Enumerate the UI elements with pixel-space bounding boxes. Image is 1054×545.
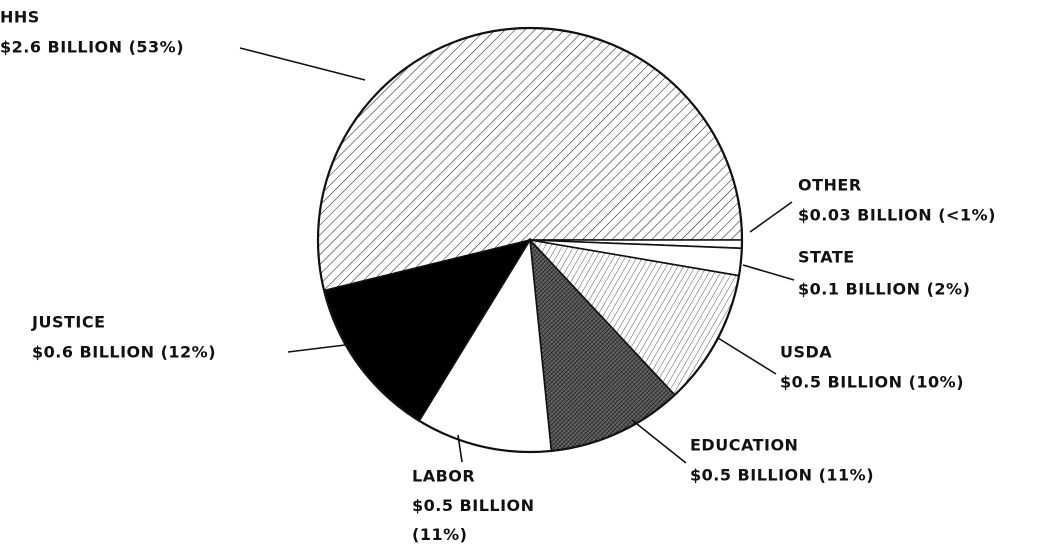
pie: [316, 26, 744, 454]
slice-label: USDA: [780, 343, 832, 362]
slice-value-label: $0.5 BILLION (11%): [690, 466, 874, 485]
leader-line: [742, 264, 795, 281]
labels: HHS $2.6 BILLION (53%) OTHER $0.03 BILLION …: [0, 8, 996, 544]
leader-line: [239, 47, 366, 81]
slice-label: EDUCATION: [690, 436, 798, 455]
pie-outline: [316, 26, 744, 454]
leader-line: [717, 337, 777, 375]
slice-label: OTHER: [798, 176, 862, 195]
slice-label: LABOR: [412, 467, 475, 486]
leader-line: [457, 434, 463, 463]
slice-value-label: $0.5 BILLION (11%): [412, 496, 535, 544]
slice-value-label: $2.6 BILLION (53%): [0, 38, 184, 57]
slice-value-label: $0.1 BILLION (2%): [798, 280, 970, 299]
leader-line: [749, 201, 793, 233]
slice-label: HHS: [0, 8, 40, 27]
slice-value-label: $0.03 BILLION (<1%): [798, 206, 996, 225]
leader-line: [631, 419, 687, 464]
leader-line: [287, 344, 346, 353]
slice-label: STATE: [798, 248, 855, 267]
slice-value-label: $0.6 BILLION (12%): [32, 343, 216, 362]
slice-label: JUSTICE: [31, 313, 106, 332]
slice-value-label: $0.5 BILLION (10%): [780, 373, 964, 392]
